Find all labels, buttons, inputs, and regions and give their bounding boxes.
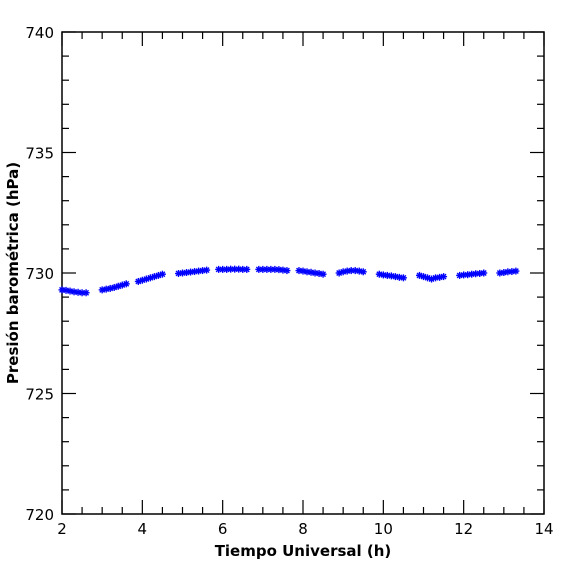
data-point — [203, 266, 211, 274]
data-point — [399, 274, 407, 282]
data-point — [508, 268, 516, 276]
x-tick-label: 6 — [218, 520, 228, 538]
data-point — [122, 280, 130, 288]
data-point — [480, 269, 488, 277]
axis-ticks — [61, 31, 545, 515]
data-point — [436, 273, 444, 281]
x-tick-label: 2 — [57, 520, 67, 538]
y-tick-label: 740 — [25, 24, 54, 42]
data-point — [299, 267, 307, 275]
y-axis-label: Presión barométrica (hPa) — [4, 162, 22, 384]
x-tick-label: 12 — [454, 520, 473, 538]
y-tick-label: 720 — [25, 506, 54, 524]
y-tick-label: 735 — [25, 145, 54, 163]
data-point — [319, 270, 327, 278]
data-point — [82, 289, 90, 297]
x-axis-label: Tiempo Universal (h) — [215, 542, 392, 560]
data-point — [512, 267, 520, 275]
data-point — [158, 270, 166, 278]
x-tick-label: 8 — [298, 520, 308, 538]
data-point — [335, 269, 343, 277]
y-tick-label: 730 — [25, 265, 54, 283]
x-tick-label: 10 — [374, 520, 393, 538]
data-point — [58, 286, 66, 294]
data-point — [460, 271, 468, 279]
y-tick-label: 725 — [25, 386, 54, 404]
x-tick-label: 14 — [534, 520, 553, 538]
data-points — [58, 265, 520, 297]
data-point — [359, 268, 367, 276]
tick-labels: 2 4 6 8 10 12 14 720 725 730 735 740 — [25, 24, 553, 538]
data-point — [243, 265, 251, 273]
data-point — [440, 273, 448, 281]
data-point — [283, 267, 291, 275]
x-tick-label: 4 — [138, 520, 148, 538]
